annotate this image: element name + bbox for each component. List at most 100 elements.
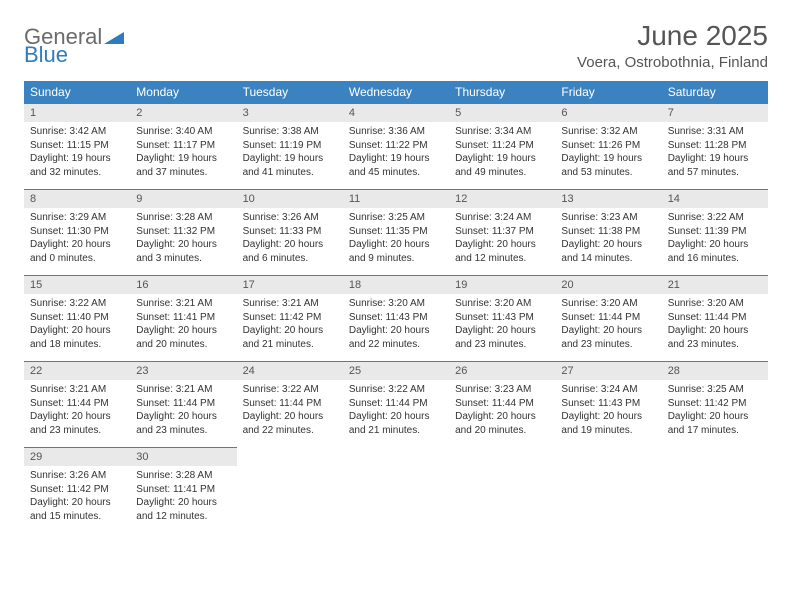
daylight-text: Daylight: 20 hours and 0 minutes.: [30, 238, 124, 265]
sunset-text: Sunset: 11:35 PM: [349, 225, 443, 239]
day-number: 18: [343, 275, 449, 294]
day-data: Sunrise: 3:25 AMSunset: 11:35 PMDaylight…: [343, 208, 449, 271]
day-number: 8: [24, 189, 130, 208]
daylight-text: Daylight: 20 hours and 18 minutes.: [30, 324, 124, 351]
weekday-header: Thursday: [449, 81, 555, 103]
day-data: Sunrise: 3:23 AMSunset: 11:44 PMDaylight…: [449, 380, 555, 443]
calendar-cell: 1Sunrise: 3:42 AMSunset: 11:15 PMDayligh…: [24, 103, 130, 189]
sunrise-text: Sunrise: 3:42 AM: [30, 125, 124, 139]
sunset-text: Sunset: 11:43 PM: [561, 397, 655, 411]
calendar-row: 22Sunrise: 3:21 AMSunset: 11:44 PMDaylig…: [24, 361, 768, 447]
calendar-cell: 24Sunrise: 3:22 AMSunset: 11:44 PMDaylig…: [237, 361, 343, 447]
day-data: Sunrise: 3:21 AMSunset: 11:41 PMDaylight…: [130, 294, 236, 357]
calendar-cell-empty: ..: [662, 447, 768, 533]
day-number: 13: [555, 189, 661, 208]
day-data: Sunrise: 3:22 AMSunset: 11:40 PMDaylight…: [24, 294, 130, 357]
sunrise-text: Sunrise: 3:21 AM: [136, 383, 230, 397]
calendar-table: Sunday Monday Tuesday Wednesday Thursday…: [24, 81, 768, 533]
day-number: 16: [130, 275, 236, 294]
day-data: Sunrise: 3:42 AMSunset: 11:15 PMDaylight…: [24, 122, 130, 185]
sunrise-text: Sunrise: 3:32 AM: [561, 125, 655, 139]
sunset-text: Sunset: 11:42 PM: [243, 311, 337, 325]
day-number: 15: [24, 275, 130, 294]
daylight-text: Daylight: 19 hours and 53 minutes.: [561, 152, 655, 179]
day-data: Sunrise: 3:20 AMSunset: 11:44 PMDaylight…: [555, 294, 661, 357]
day-number: 30: [130, 447, 236, 466]
calendar-cell: 11Sunrise: 3:25 AMSunset: 11:35 PMDaylig…: [343, 189, 449, 275]
calendar-cell: 14Sunrise: 3:22 AMSunset: 11:39 PMDaylig…: [662, 189, 768, 275]
calendar-cell: 28Sunrise: 3:25 AMSunset: 11:42 PMDaylig…: [662, 361, 768, 447]
day-number: 27: [555, 361, 661, 380]
daylight-text: Daylight: 20 hours and 23 minutes.: [455, 324, 549, 351]
sunset-text: Sunset: 11:44 PM: [349, 397, 443, 411]
sunset-text: Sunset: 11:44 PM: [561, 311, 655, 325]
calendar-cell: 21Sunrise: 3:20 AMSunset: 11:44 PMDaylig…: [662, 275, 768, 361]
day-data: Sunrise: 3:38 AMSunset: 11:19 PMDaylight…: [237, 122, 343, 185]
weekday-header: Friday: [555, 81, 661, 103]
daylight-text: Daylight: 19 hours and 32 minutes.: [30, 152, 124, 179]
sunrise-text: Sunrise: 3:26 AM: [243, 211, 337, 225]
day-number: 23: [130, 361, 236, 380]
sunset-text: Sunset: 11:40 PM: [30, 311, 124, 325]
sunset-text: Sunset: 11:41 PM: [136, 483, 230, 497]
day-number: 28: [662, 361, 768, 380]
sunrise-text: Sunrise: 3:24 AM: [455, 211, 549, 225]
calendar-cell: 9Sunrise: 3:28 AMSunset: 11:32 PMDayligh…: [130, 189, 236, 275]
day-number: 17: [237, 275, 343, 294]
calendar-cell-empty: ..: [555, 447, 661, 533]
sunrise-text: Sunrise: 3:24 AM: [561, 383, 655, 397]
day-number: 24: [237, 361, 343, 380]
calendar-cell: 13Sunrise: 3:23 AMSunset: 11:38 PMDaylig…: [555, 189, 661, 275]
day-number: 10: [237, 189, 343, 208]
sunset-text: Sunset: 11:42 PM: [30, 483, 124, 497]
logo-triangle-icon: [104, 24, 124, 49]
day-number: 12: [449, 189, 555, 208]
calendar-row: 29Sunrise: 3:26 AMSunset: 11:42 PMDaylig…: [24, 447, 768, 533]
day-data: Sunrise: 3:20 AMSunset: 11:43 PMDaylight…: [449, 294, 555, 357]
day-data: Sunrise: 3:22 AMSunset: 11:44 PMDaylight…: [237, 380, 343, 443]
logo-part2: Blue: [24, 42, 68, 67]
calendar-row: 15Sunrise: 3:22 AMSunset: 11:40 PMDaylig…: [24, 275, 768, 361]
sunrise-text: Sunrise: 3:36 AM: [349, 125, 443, 139]
logo-text-wrap: General Blue: [24, 26, 124, 66]
sunrise-text: Sunrise: 3:22 AM: [668, 211, 762, 225]
day-data: Sunrise: 3:40 AMSunset: 11:17 PMDaylight…: [130, 122, 236, 185]
daylight-text: Daylight: 20 hours and 23 minutes.: [136, 410, 230, 437]
day-data: Sunrise: 3:31 AMSunset: 11:28 PMDaylight…: [662, 122, 768, 185]
sunset-text: Sunset: 11:19 PM: [243, 139, 337, 153]
day-data: Sunrise: 3:28 AMSunset: 11:41 PMDaylight…: [130, 466, 236, 529]
sunrise-text: Sunrise: 3:25 AM: [668, 383, 762, 397]
sunrise-text: Sunrise: 3:20 AM: [349, 297, 443, 311]
daylight-text: Daylight: 20 hours and 23 minutes.: [668, 324, 762, 351]
logo: General Blue: [24, 26, 124, 66]
day-number: 6: [555, 103, 661, 122]
sunset-text: Sunset: 11:43 PM: [455, 311, 549, 325]
calendar-cell: 5Sunrise: 3:34 AMSunset: 11:24 PMDayligh…: [449, 103, 555, 189]
calendar-cell: 29Sunrise: 3:26 AMSunset: 11:42 PMDaylig…: [24, 447, 130, 533]
calendar-cell: 30Sunrise: 3:28 AMSunset: 11:41 PMDaylig…: [130, 447, 236, 533]
day-data: Sunrise: 3:34 AMSunset: 11:24 PMDaylight…: [449, 122, 555, 185]
calendar-cell: 4Sunrise: 3:36 AMSunset: 11:22 PMDayligh…: [343, 103, 449, 189]
calendar-cell: 6Sunrise: 3:32 AMSunset: 11:26 PMDayligh…: [555, 103, 661, 189]
daylight-text: Daylight: 20 hours and 17 minutes.: [668, 410, 762, 437]
calendar-cell: 12Sunrise: 3:24 AMSunset: 11:37 PMDaylig…: [449, 189, 555, 275]
header: General Blue June 2025 Voera, Ostrobothn…: [24, 20, 768, 71]
sunrise-text: Sunrise: 3:22 AM: [243, 383, 337, 397]
sunrise-text: Sunrise: 3:34 AM: [455, 125, 549, 139]
sunrise-text: Sunrise: 3:22 AM: [30, 297, 124, 311]
sunrise-text: Sunrise: 3:20 AM: [668, 297, 762, 311]
sunrise-text: Sunrise: 3:26 AM: [30, 469, 124, 483]
sunset-text: Sunset: 11:44 PM: [455, 397, 549, 411]
sunrise-text: Sunrise: 3:20 AM: [561, 297, 655, 311]
day-data: Sunrise: 3:20 AMSunset: 11:44 PMDaylight…: [662, 294, 768, 357]
daylight-text: Daylight: 19 hours and 57 minutes.: [668, 152, 762, 179]
sunrise-text: Sunrise: 3:22 AM: [349, 383, 443, 397]
calendar-cell: 7Sunrise: 3:31 AMSunset: 11:28 PMDayligh…: [662, 103, 768, 189]
sunrise-text: Sunrise: 3:28 AM: [136, 469, 230, 483]
daylight-text: Daylight: 19 hours and 45 minutes.: [349, 152, 443, 179]
day-number: 21: [662, 275, 768, 294]
sunset-text: Sunset: 11:30 PM: [30, 225, 124, 239]
daylight-text: Daylight: 20 hours and 14 minutes.: [561, 238, 655, 265]
day-data: Sunrise: 3:32 AMSunset: 11:26 PMDaylight…: [555, 122, 661, 185]
day-data: Sunrise: 3:24 AMSunset: 11:37 PMDaylight…: [449, 208, 555, 271]
